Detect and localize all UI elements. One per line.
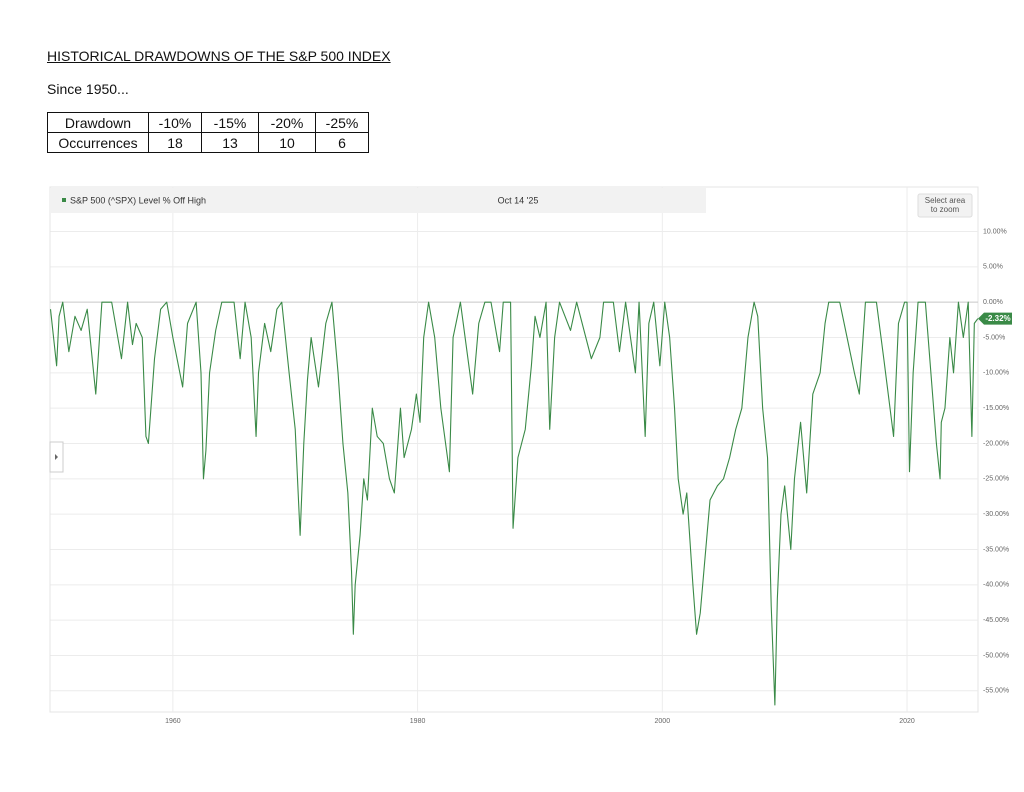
x-tick-label: 1960 — [165, 718, 181, 725]
legend-label: S&P 500 (^SPX) Level % Off High — [70, 195, 206, 205]
x-tick-label: 1980 — [410, 718, 426, 725]
cell: -10% — [148, 112, 202, 133]
header-band — [51, 188, 706, 213]
y-tick-label: -25.00% — [983, 476, 1009, 483]
zoom-hint[interactable]: Select area to zoom — [925, 196, 966, 214]
cell: 18 — [148, 132, 202, 153]
grid — [50, 187, 978, 712]
current-badge — [978, 312, 1012, 325]
drawdown-table: Drawdown -10% -15% -20% -25% Occurrences… — [47, 112, 369, 153]
cell: 6 — [315, 132, 369, 153]
y-tick-label: -45.00% — [983, 617, 1009, 624]
cell: 13 — [201, 132, 259, 153]
zoom-button[interactable] — [917, 193, 973, 218]
x-tick-label: 2020 — [899, 718, 915, 725]
y-tick-label: -35.00% — [983, 546, 1009, 553]
table-row: Occurrences 18 13 10 6 — [47, 132, 369, 153]
cell: Occurrences — [47, 132, 149, 153]
y-tick-label: -30.00% — [983, 511, 1009, 518]
page-title: HISTORICAL DRAWDOWNS OF THE S&P 500 INDE… — [47, 48, 391, 64]
x-tick-label: 2000 — [655, 718, 671, 725]
date-label: Oct 14 '25 — [498, 195, 539, 205]
y-tick-label: -5.00% — [983, 334, 1005, 341]
current-label: -2.32% — [985, 314, 1010, 323]
legend-swatch — [62, 198, 66, 202]
y-tick-label: 5.00% — [983, 264, 1003, 271]
y-tick-label: -15.00% — [983, 405, 1009, 412]
y-tick-label: -20.00% — [983, 440, 1009, 447]
side-tab-arrow[interactable] — [55, 454, 58, 460]
y-tick-label: -40.00% — [983, 582, 1009, 589]
y-tick-label: 10.00% — [983, 228, 1007, 235]
y-tick-label: -55.00% — [983, 688, 1009, 695]
data-line — [49, 301, 979, 706]
y-tick-label: 0.00% — [983, 299, 1003, 306]
y-tick-label: -50.00% — [983, 652, 1009, 659]
subtitle: Since 1950... — [47, 81, 129, 97]
plot-frame — [49, 186, 979, 713]
y-tick-label: -10.00% — [983, 370, 1009, 377]
